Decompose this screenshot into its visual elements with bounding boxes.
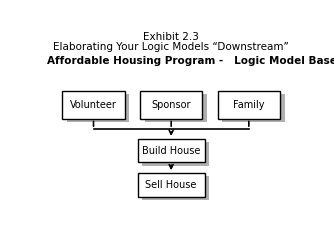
FancyBboxPatch shape (145, 94, 207, 122)
Text: Elaborating Your Logic Models “Downstream”: Elaborating Your Logic Models “Downstrea… (53, 42, 289, 51)
Text: Build House: Build House (142, 146, 200, 156)
Text: Affordable Housing Program -   Logic Model Based on Mission: Affordable Housing Program - Logic Model… (47, 56, 334, 66)
FancyBboxPatch shape (67, 94, 129, 122)
FancyBboxPatch shape (218, 91, 280, 119)
Text: Volunteer: Volunteer (70, 100, 117, 110)
FancyBboxPatch shape (138, 173, 205, 197)
FancyBboxPatch shape (142, 142, 209, 166)
FancyBboxPatch shape (142, 176, 209, 200)
FancyBboxPatch shape (138, 139, 205, 162)
FancyBboxPatch shape (62, 91, 125, 119)
Text: Exhibit 2.3: Exhibit 2.3 (143, 32, 199, 42)
FancyBboxPatch shape (140, 91, 202, 119)
FancyBboxPatch shape (222, 94, 285, 122)
Text: Family: Family (233, 100, 265, 110)
Text: Sponsor: Sponsor (151, 100, 191, 110)
Text: Sell House: Sell House (146, 180, 197, 190)
